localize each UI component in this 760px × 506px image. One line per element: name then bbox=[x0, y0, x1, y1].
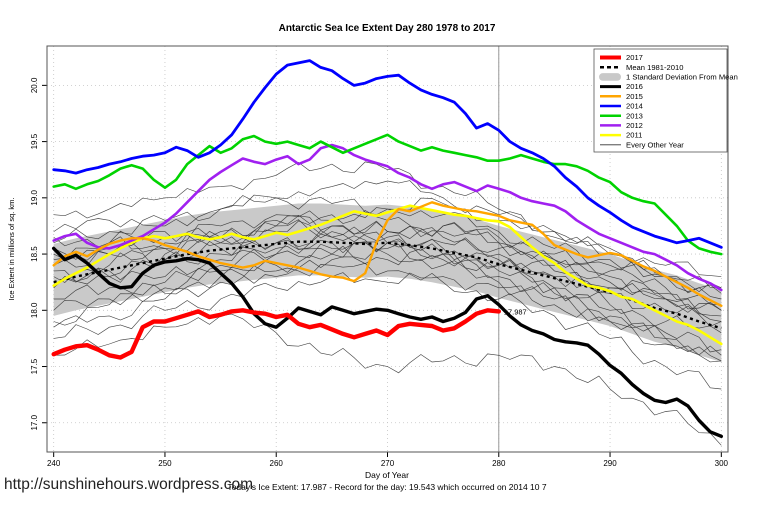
footer-url: http://sunshinehours.wordpress.com bbox=[4, 476, 253, 493]
other-year-line bbox=[53, 207, 722, 293]
plot-border bbox=[46, 45, 729, 453]
y-axis-label: Ice Extent in millions of sq. km. bbox=[7, 198, 16, 301]
other-year-line bbox=[53, 240, 722, 353]
legend-item-label: Every Other Year bbox=[626, 140, 684, 149]
legend-item-label: 2016 bbox=[626, 82, 643, 91]
y-tick-label: 17.0 bbox=[30, 414, 39, 430]
legend-item-2017: 2017 bbox=[600, 53, 643, 62]
legend-item-1-standard-deviation-from-mean: 1 Standard Deviation From Mean bbox=[599, 73, 738, 82]
legend-item-2016: 2016 bbox=[600, 82, 643, 91]
other-year-line bbox=[53, 245, 722, 334]
x-tick-label: 280 bbox=[492, 459, 506, 468]
legend-item-label: 2011 bbox=[626, 131, 642, 140]
legend-item-2013: 2013 bbox=[600, 111, 643, 120]
legend-item-label: 2012 bbox=[626, 121, 643, 130]
legend-item-2014: 2014 bbox=[600, 102, 643, 111]
x-axis-label: Day of Year bbox=[365, 470, 409, 480]
legend-item-every-other-year: Every Other Year bbox=[600, 140, 684, 149]
today-record-caption: Today's Ice Extent: 17.987 - Record for … bbox=[227, 482, 546, 492]
chart-title: Antarctic Sea Ice Extent Day 280 1978 to… bbox=[279, 23, 496, 34]
legend-item-2011: 2011 bbox=[600, 131, 642, 140]
y-tick-label: 17.5 bbox=[30, 358, 39, 374]
legend-item-label: 2015 bbox=[626, 92, 643, 101]
series-line-2011 bbox=[52, 204, 723, 346]
plot-area: 17.987 240 250 260 270 280 290 300 17.0 17.5 18.0 1… bbox=[30, 45, 738, 468]
legend-item-mean-1981-2010: Mean 1981-2010 bbox=[600, 63, 683, 72]
series-line-2015 bbox=[52, 201, 723, 307]
series-line-2012 bbox=[52, 143, 723, 292]
legend-item-2012: 2012 bbox=[600, 121, 643, 130]
legend-band-swatch bbox=[599, 73, 621, 81]
y-tick-label: 19.5 bbox=[30, 133, 39, 149]
other-year-line bbox=[53, 215, 722, 311]
x-tick-label: 290 bbox=[603, 459, 617, 468]
current-extent-label: 17.987 bbox=[504, 307, 527, 316]
legend-item-2015: 2015 bbox=[600, 92, 643, 101]
other-year-line bbox=[53, 272, 722, 362]
x-tick-label: 260 bbox=[270, 459, 284, 468]
legend-item-label: Mean 1981-2010 bbox=[626, 63, 683, 72]
legend-item-label: 2013 bbox=[626, 111, 643, 120]
legend-item-label: 1 Standard Deviation From Mean bbox=[626, 73, 738, 82]
x-tick-label: 240 bbox=[47, 459, 61, 468]
series-line-2017 bbox=[51, 308, 501, 360]
legend-item-label: 2014 bbox=[626, 102, 643, 111]
y-tick-label: 18.0 bbox=[30, 302, 39, 318]
other-year-line bbox=[53, 313, 722, 446]
x-tick-label: 300 bbox=[715, 459, 729, 468]
x-tick-label: 270 bbox=[381, 459, 395, 468]
other-year-line bbox=[53, 239, 722, 363]
legend-item-label: 2017 bbox=[626, 53, 643, 62]
series-line-2016 bbox=[52, 246, 723, 438]
series-line-2013 bbox=[52, 133, 723, 256]
other-year-line bbox=[53, 231, 722, 317]
y-tick-label: 20.0 bbox=[30, 77, 39, 93]
y-tick-label: 18.5 bbox=[30, 246, 39, 262]
y-tick-label: 19.0 bbox=[30, 189, 39, 205]
x-tick-label: 250 bbox=[158, 459, 172, 468]
series-line-2014 bbox=[52, 59, 723, 249]
other-year-line bbox=[53, 262, 722, 390]
